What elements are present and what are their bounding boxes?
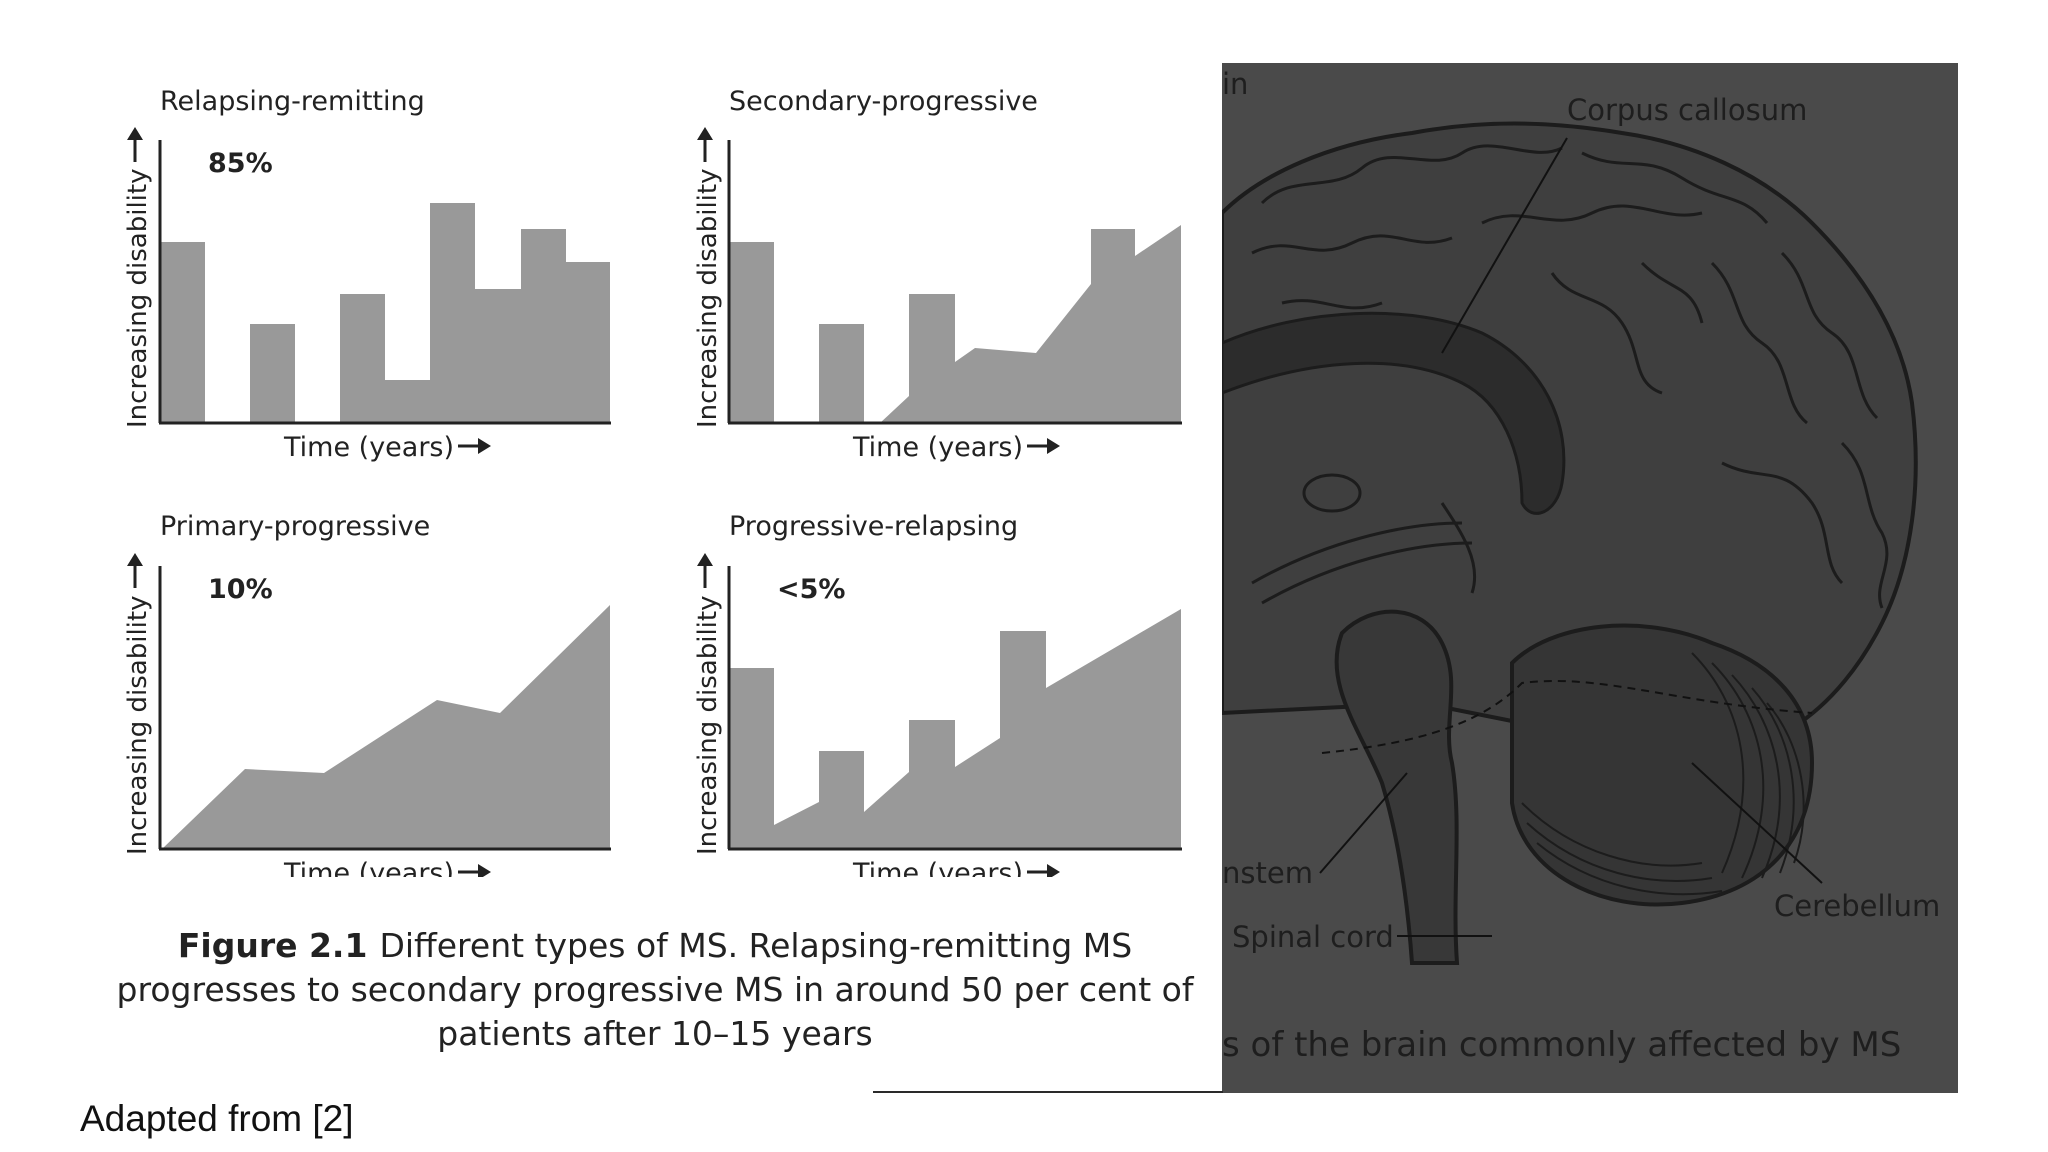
y-axis-label: Increasing disability	[693, 169, 723, 428]
right-arrow-icon	[1047, 864, 1060, 880]
disability-area	[729, 609, 1181, 849]
up-arrow-icon	[697, 127, 713, 140]
brain-illustration-panel: in Corpus callosum Cerebellum nstem Spin…	[1222, 63, 1958, 1093]
source-credit: Adapted from [2]	[80, 1098, 354, 1139]
figure-label: Figure 2.1	[177, 926, 368, 965]
brain-title-fragment: in	[1222, 67, 1249, 101]
label-brainstem: nstem	[1222, 856, 1313, 890]
panel-percent: 85%	[208, 148, 273, 179]
right-arrow-icon	[478, 864, 491, 880]
figure-caption: Figure 2.1 Different types of MS. Relapsi…	[100, 924, 1210, 1056]
panel-title: Secondary-progressive	[729, 86, 1038, 117]
label-spinal-cord: Spinal cord	[1232, 920, 1394, 954]
up-arrow-icon	[697, 553, 713, 566]
y-axis-label: Increasing disability	[693, 596, 723, 855]
figure-caption-text: Different types of MS. Relapsing-remitti…	[116, 926, 1194, 1053]
midbrain-lines	[1251, 473, 1477, 605]
panel-percent: <5%	[777, 574, 845, 605]
divider-line	[873, 1091, 1223, 1093]
leader-brainstem	[1319, 772, 1408, 874]
corpus-callosum	[1222, 311, 1566, 515]
panel-title: Primary-progressive	[160, 511, 430, 542]
y-axis-label: Increasing disability	[123, 169, 153, 428]
panel-title: Relapsing-remitting	[160, 86, 425, 117]
crop-mask	[100, 877, 1220, 907]
disability-area	[162, 605, 610, 849]
panel-percent: 10%	[208, 574, 273, 605]
brain-caption-fragment: s of the brain commonly affected by MS	[1222, 1025, 1902, 1065]
right-arrow-icon	[478, 438, 491, 454]
y-axis-label: Increasing disability	[123, 596, 153, 855]
right-arrow-icon	[1047, 438, 1060, 454]
brain-sagittal-illustration	[1222, 121, 1918, 965]
label-corpus-callosum: Corpus callosum	[1567, 93, 1808, 127]
panel-relapsing-remitting: Relapsing-remitting 85% Increasing disab…	[123, 86, 611, 463]
x-axis-label: Time (years)	[283, 432, 454, 463]
disability-area	[729, 225, 1181, 423]
panel-secondary-progressive: Secondary-progressive Increasing disabil…	[693, 86, 1182, 463]
panel-progressive-relapsing: Progressive-relapsing <5% Increasing dis…	[693, 511, 1182, 889]
up-arrow-icon	[127, 553, 143, 566]
leader-cerebellum	[1691, 762, 1823, 884]
leader-corpus-callosum	[1441, 137, 1568, 354]
up-arrow-icon	[127, 127, 143, 140]
cerebellum-folia	[1521, 652, 1805, 896]
panel-title: Progressive-relapsing	[729, 511, 1018, 542]
x-axis-label: Time (years)	[852, 432, 1023, 463]
brainstem	[1334, 609, 1460, 965]
panel-primary-progressive: Primary-progressive 10% Increasing disab…	[123, 511, 611, 889]
gyri-lines	[1251, 144, 1889, 609]
disability-area	[160, 203, 610, 423]
dashed-boundary	[1321, 680, 1813, 754]
label-cerebellum: Cerebellum	[1774, 889, 1941, 923]
